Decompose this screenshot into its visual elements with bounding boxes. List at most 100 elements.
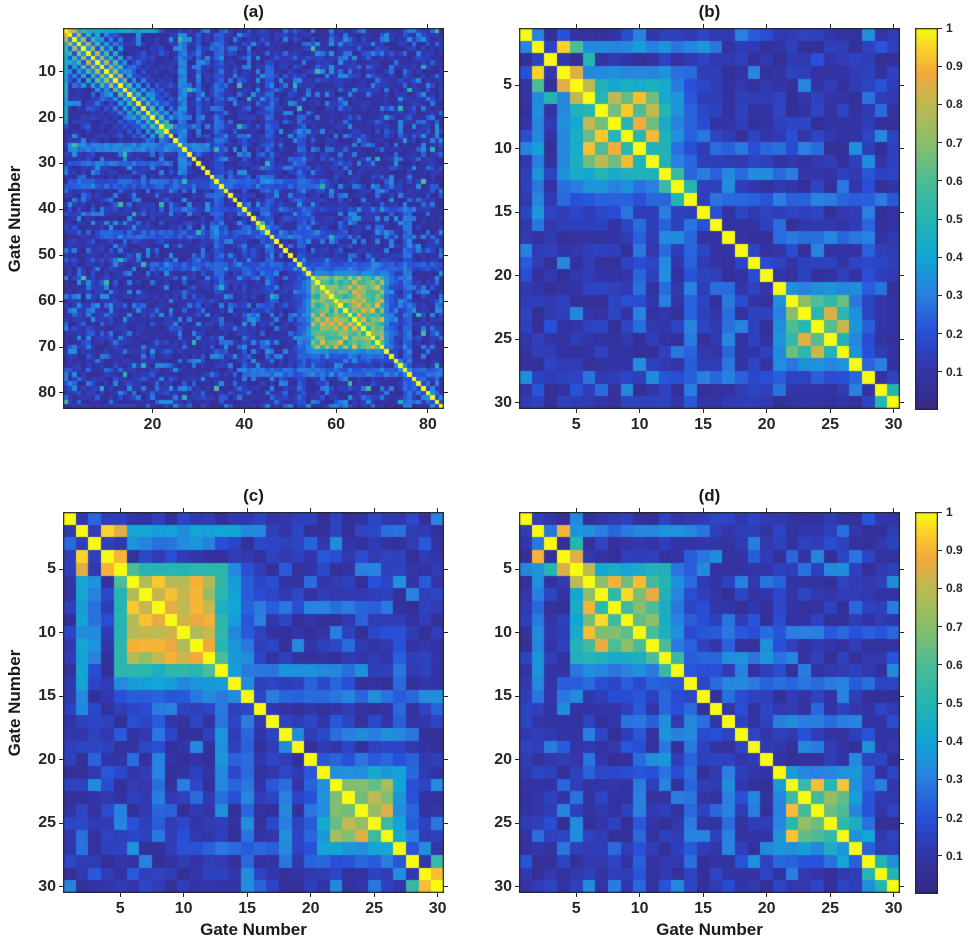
tick-mark [938, 294, 942, 296]
tick-mark [515, 338, 519, 340]
heatmap-panel-b [519, 28, 900, 409]
x-tick-label: 15 [694, 416, 713, 433]
tick-mark [59, 632, 63, 634]
y-tick-label: 25 [494, 814, 512, 832]
colorbar-tick-label: 0.3 [946, 288, 963, 303]
tick-mark [938, 778, 942, 780]
x-tick-label: 40 [235, 416, 254, 433]
x-tick-label: 15 [694, 900, 713, 917]
tick-mark [243, 24, 245, 28]
x-tick-label: 10 [174, 900, 193, 917]
tick-mark [639, 893, 641, 897]
tick-mark [702, 409, 704, 413]
tick-mark [59, 886, 63, 888]
heatmap-panel-d [519, 512, 900, 893]
colorbar-tick-label: 0.8 [946, 97, 963, 112]
tick-mark [59, 346, 63, 348]
tick-mark [766, 409, 768, 413]
tick-mark [766, 508, 768, 512]
tick-mark [900, 822, 904, 824]
y-tick-label: 10 [494, 623, 512, 641]
panel-a-ylabel: Gate Number [5, 165, 24, 272]
tick-mark [119, 893, 121, 897]
tick-mark [59, 208, 63, 210]
y-tick-label: 20 [494, 266, 512, 284]
colorbar-tick-label: 0.9 [946, 543, 963, 558]
y-tick-label: 5 [503, 560, 512, 578]
y-tick-label: 70 [38, 338, 56, 356]
x-tick-label: 20 [143, 416, 162, 433]
tick-mark [515, 822, 519, 824]
tick-mark [938, 371, 942, 373]
tick-mark [59, 71, 63, 73]
colorbar-tick-label: 0.6 [946, 173, 963, 188]
colorbar-tick-label: 0.5 [946, 212, 963, 226]
colorbar-tick-label: 0.8 [946, 581, 963, 596]
colorbar-tick-label: 0.2 [946, 326, 963, 341]
colorbar-tick-label: 0.5 [946, 696, 963, 710]
x-tick-label: 30 [428, 900, 447, 917]
tick-mark [893, 24, 895, 28]
panel-a-title: (a) [243, 2, 264, 21]
panel-c-ylabel: Gate Number [5, 649, 24, 756]
tick-mark [938, 511, 942, 513]
colorbar-tick-label: 0.4 [946, 734, 963, 749]
tick-mark [444, 208, 448, 210]
tick-mark [575, 409, 577, 413]
x-tick-label: 20 [757, 900, 776, 917]
tick-mark [938, 855, 942, 857]
tick-mark [444, 822, 448, 824]
y-tick-label: 10 [38, 62, 56, 80]
y-tick-label: 80 [38, 383, 56, 401]
tick-mark [183, 508, 185, 512]
panel-c-title: (c) [243, 486, 264, 505]
tick-mark [900, 886, 904, 888]
panel-d-title: (d) [698, 486, 721, 505]
tick-mark [938, 664, 942, 666]
y-tick-label: 10 [38, 623, 56, 641]
tick-mark [938, 65, 942, 67]
tick-mark [702, 24, 704, 28]
colorbar-tick-label: 0.7 [946, 135, 963, 150]
x-tick-label: 20 [757, 416, 776, 433]
tick-mark [900, 695, 904, 697]
tick-mark [900, 148, 904, 150]
x-tick-label: 30 [884, 900, 903, 917]
y-tick-label: 15 [494, 203, 512, 221]
tick-mark [938, 142, 942, 144]
tick-mark [59, 254, 63, 256]
x-tick-label: 5 [571, 416, 581, 433]
tick-mark [444, 886, 448, 888]
tick-mark [183, 893, 185, 897]
x-tick-label: 25 [821, 900, 840, 917]
tick-mark [59, 695, 63, 697]
tick-mark [766, 893, 768, 897]
x-tick-label: 60 [327, 416, 346, 433]
tick-mark [59, 822, 63, 824]
tick-mark [59, 392, 63, 394]
tick-mark [515, 402, 519, 404]
tick-mark [938, 256, 942, 258]
y-tick-label: 5 [503, 76, 512, 94]
tick-mark [444, 632, 448, 634]
tick-mark [829, 893, 831, 897]
y-tick-label: 15 [38, 687, 56, 705]
tick-mark [444, 254, 448, 256]
tick-mark [59, 162, 63, 164]
colorbar-b [915, 28, 938, 410]
tick-mark [900, 84, 904, 86]
tick-mark [444, 695, 448, 697]
x-tick-label: 20 [301, 900, 320, 917]
tick-mark [575, 508, 577, 512]
tick-mark [246, 508, 248, 512]
panel-b-title: (b) [698, 2, 721, 21]
y-tick-label: 15 [494, 687, 512, 705]
tick-mark [938, 333, 942, 335]
y-tick-label: 30 [494, 393, 512, 411]
tick-mark [515, 148, 519, 150]
heatmap-panel-c [63, 512, 444, 893]
tick-mark [444, 346, 448, 348]
tick-mark [59, 300, 63, 302]
y-tick-label: 30 [38, 877, 56, 895]
